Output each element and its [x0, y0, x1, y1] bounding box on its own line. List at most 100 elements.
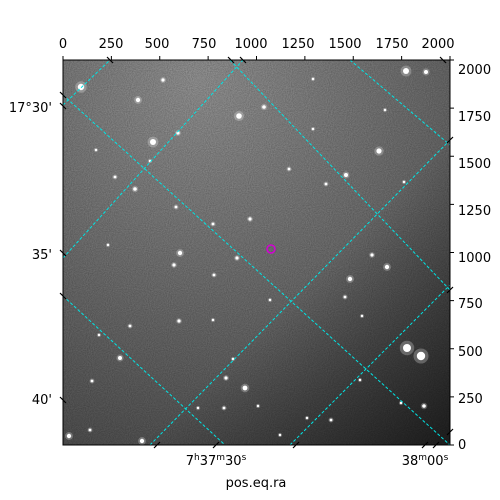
sky-image [63, 60, 450, 445]
top-wcs-tick-mark [439, 56, 447, 64]
right-wcs-tick-mark [446, 136, 454, 144]
star [139, 438, 145, 444]
star [256, 404, 260, 408]
star [211, 222, 215, 226]
star [358, 378, 362, 382]
star [113, 175, 117, 179]
star [66, 433, 72, 439]
star [212, 273, 216, 277]
left-axis: 17°30' 35' 40' [9, 91, 67, 408]
bottom-tick-mark [432, 441, 440, 449]
star [370, 253, 374, 257]
grid-line [63, 94, 450, 445]
grid-line [149, 139, 450, 445]
star [211, 318, 215, 322]
star [384, 264, 390, 270]
left-tick-label: 40' [32, 393, 52, 408]
star [242, 385, 248, 391]
right-tick-label: 0 [458, 438, 466, 453]
top-wcs-tick-mark [106, 56, 114, 64]
top-tick-label: 1250 [281, 37, 314, 52]
star [177, 250, 183, 256]
left-tick-mark [59, 102, 67, 110]
star [311, 77, 315, 81]
star [278, 433, 282, 437]
star [424, 70, 428, 74]
grid-line [63, 60, 244, 259]
star [235, 256, 239, 260]
star [224, 376, 228, 380]
bottom-tick-mark [292, 441, 300, 449]
star [150, 139, 156, 145]
star [174, 205, 178, 209]
star [177, 319, 181, 323]
bottom-tick-mark [212, 441, 220, 449]
right-tick-label: 500 [458, 345, 483, 360]
star [77, 83, 85, 91]
left-tick-mark [59, 292, 67, 300]
star [383, 108, 387, 112]
star-field [65, 65, 430, 445]
star [422, 404, 426, 408]
top-tick-label: 500 [145, 37, 170, 52]
coordinate-grid [63, 60, 450, 445]
star [324, 182, 328, 186]
bottom-tick-mark [153, 441, 161, 449]
left-tick-label: 35' [32, 248, 52, 263]
right-tick-label: 2000 [458, 63, 491, 78]
star [128, 324, 132, 328]
star [236, 113, 242, 119]
star [222, 406, 226, 410]
star [176, 131, 180, 135]
top-wcs-tick-mark [227, 56, 235, 64]
bottom-tick-mark [421, 441, 429, 449]
top-tick-label: 250 [99, 37, 124, 52]
star [231, 357, 235, 361]
right-axis: 0 250 500 750 1000 1250 1500 1750 2000 [446, 59, 491, 453]
star [90, 379, 94, 383]
grid-line [63, 60, 111, 106]
star [416, 351, 426, 361]
right-wcs-tick-mark [446, 428, 454, 436]
left-tick-label: 17°30' [9, 101, 52, 116]
bottom-tick-label: 7h37m30s [186, 453, 247, 469]
right-tick-label: 1250 [458, 204, 491, 219]
top-tick-label: 2000 [421, 37, 454, 52]
star [360, 314, 364, 318]
source-marker[interactable] [266, 244, 276, 254]
star [106, 243, 110, 247]
bottom-tick-label: 38m00s [402, 453, 449, 469]
star [343, 295, 347, 299]
star [287, 167, 291, 171]
star [135, 97, 141, 103]
star [97, 333, 101, 337]
top-wcs-tick-mark [239, 56, 247, 64]
right-tick-label: 1750 [458, 110, 491, 125]
top-tick-label: 750 [192, 37, 217, 52]
top-axis: 0 250 500 750 1000 1250 1500 1750 2000 [59, 37, 455, 64]
x-axis-title: pos.eq.ra [226, 476, 287, 491]
right-tick-label: 250 [458, 392, 483, 407]
left-tick-mark [59, 396, 67, 404]
right-wcs-tick-mark [446, 286, 454, 294]
star [376, 148, 382, 154]
star [347, 276, 353, 282]
star [262, 105, 266, 109]
star [268, 298, 272, 302]
star [329, 418, 333, 422]
star [118, 356, 122, 360]
star [399, 401, 403, 405]
star [196, 406, 200, 410]
right-tick-label: 750 [458, 297, 483, 312]
star [172, 263, 176, 267]
bottom-axis: 7h37m30s 38m00s pos.eq.ra [153, 441, 449, 491]
star [403, 68, 409, 74]
star [305, 416, 309, 420]
top-tick-label: 0 [59, 37, 67, 52]
left-tick-mark [59, 249, 67, 257]
star [133, 187, 137, 191]
grid-line [349, 60, 450, 146]
star [161, 78, 165, 82]
star [88, 428, 92, 432]
